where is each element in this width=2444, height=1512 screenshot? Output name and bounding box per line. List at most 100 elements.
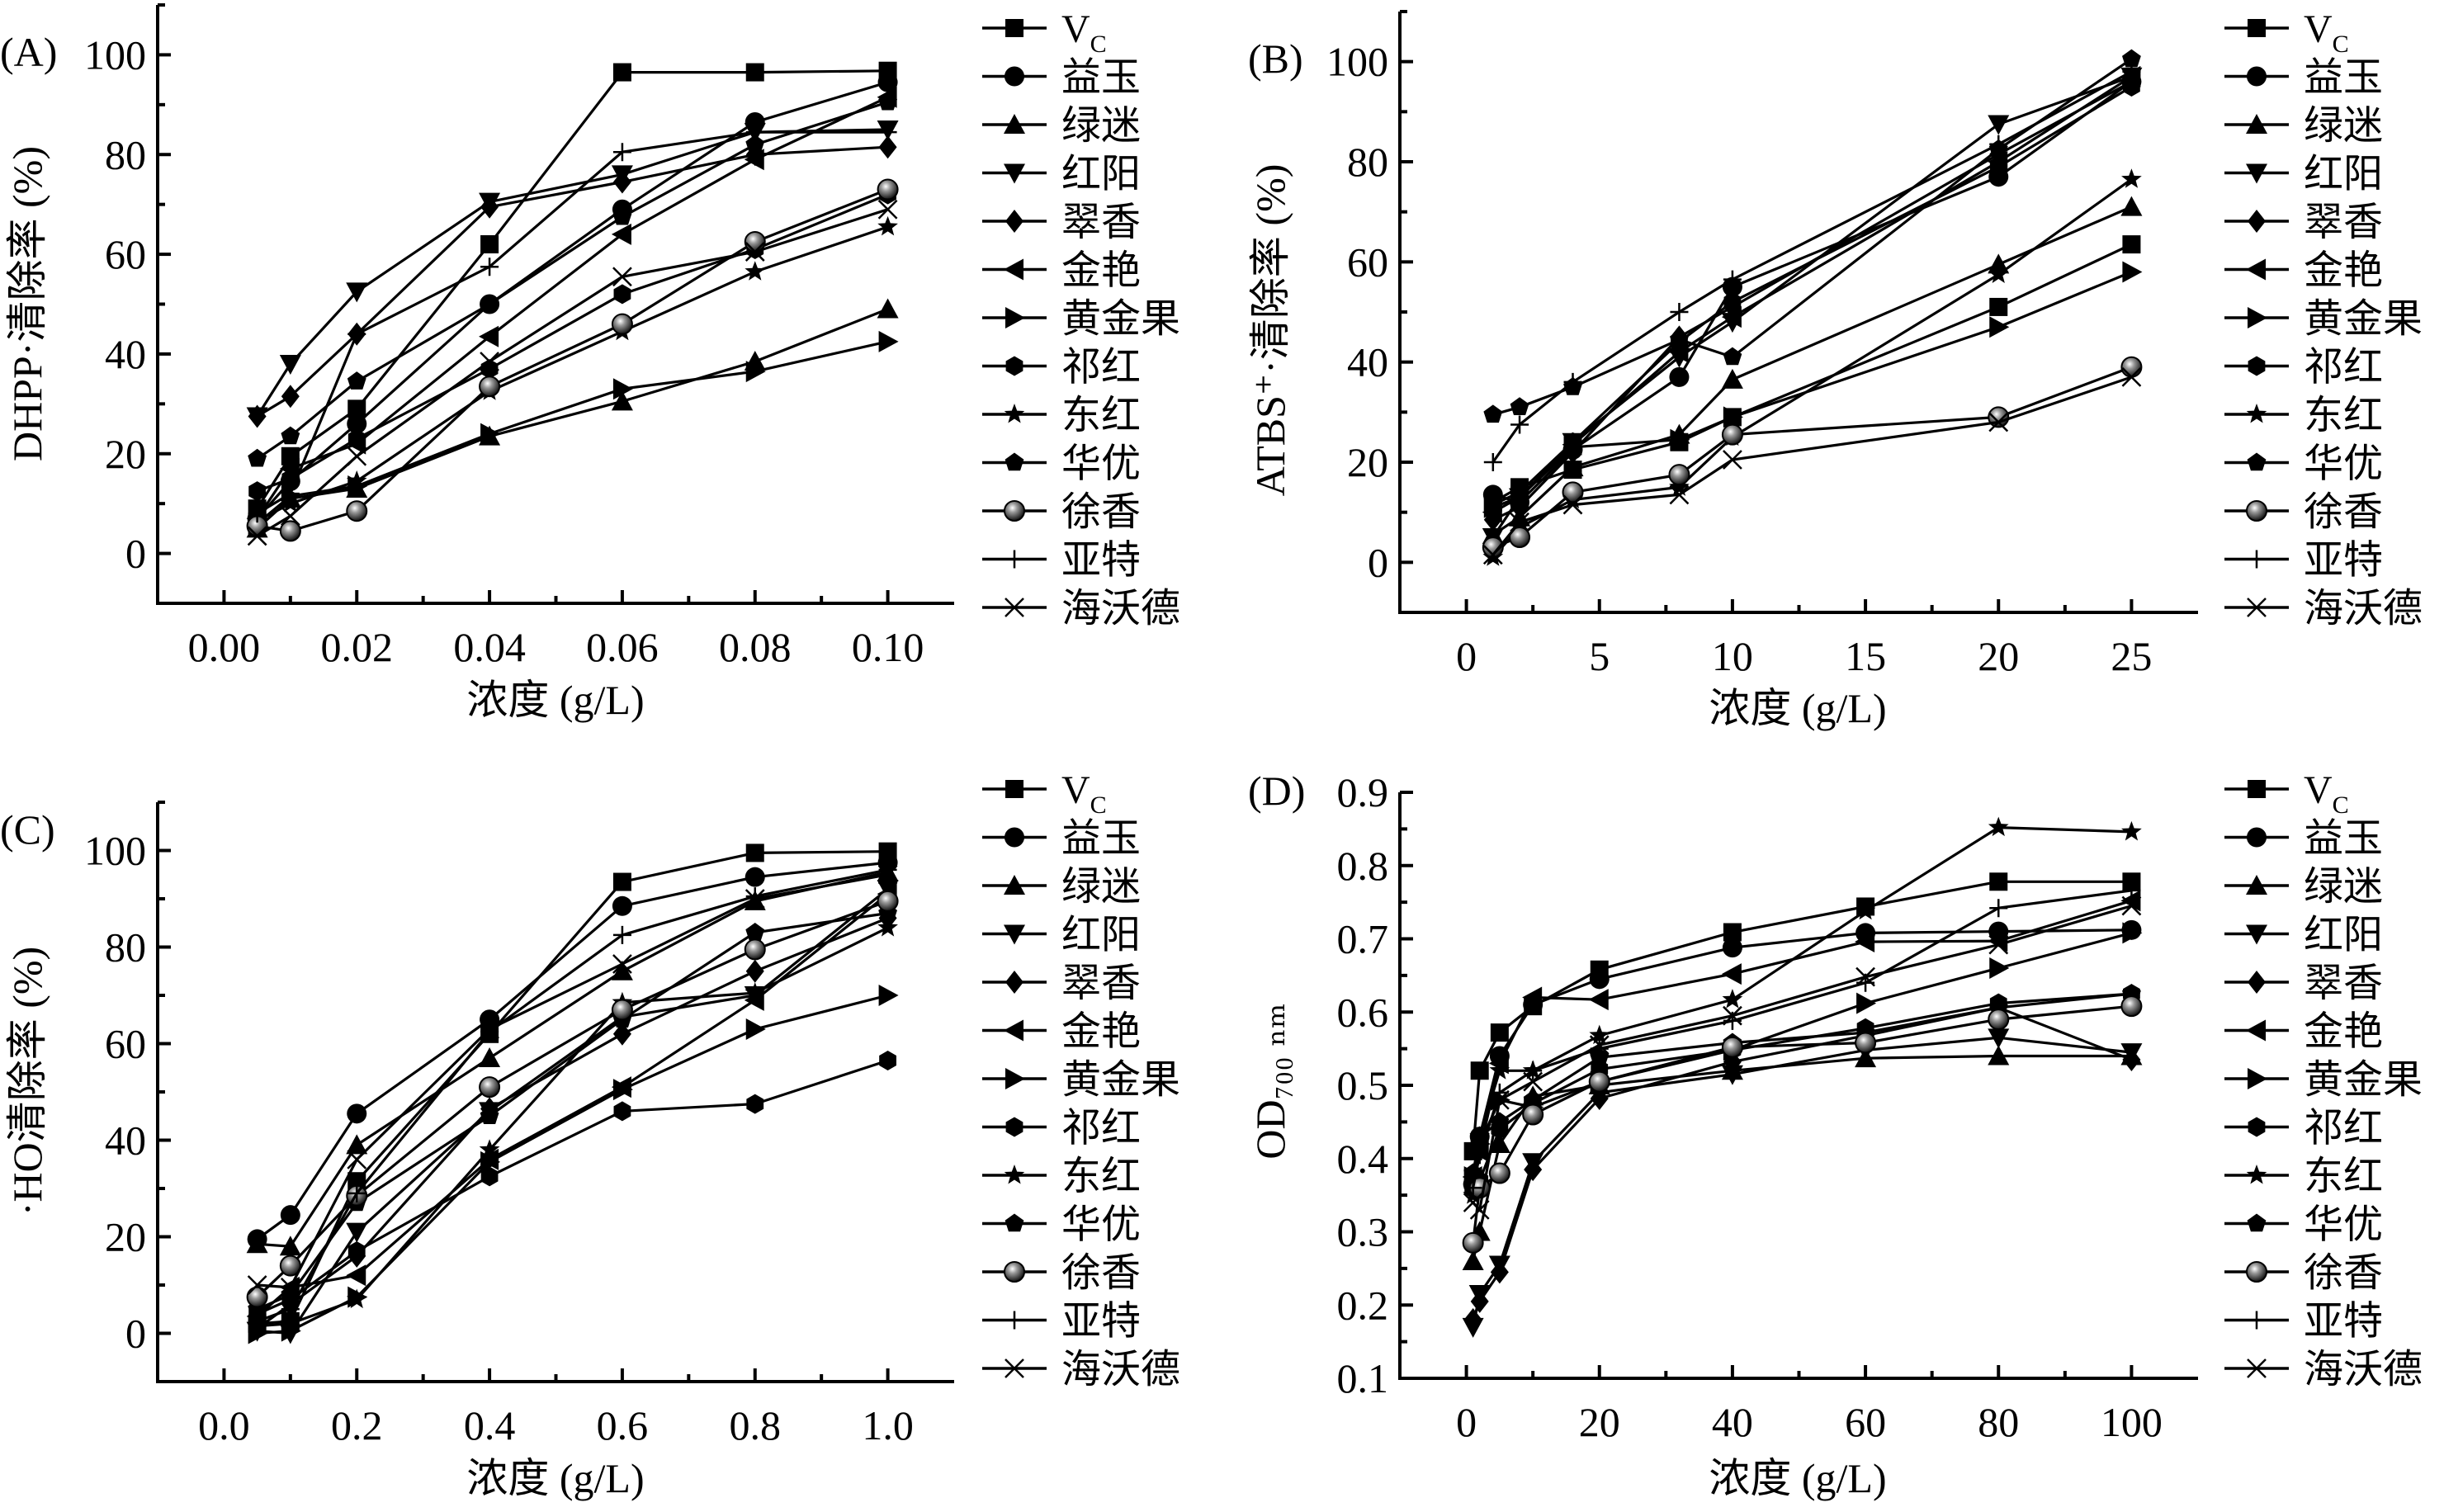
y-tick-label: 100 [84,828,146,874]
data-point [745,867,765,887]
data-point [1988,1028,2010,1049]
x-tick-label: 1.0 [862,1402,914,1448]
data-point [612,63,631,82]
data-point [1523,1089,1543,1108]
legend-item: 亚特 [2224,1300,2383,1344]
legend-label: 绿迷 [1061,865,1141,909]
data-point [1564,432,1581,452]
data-point [1722,938,1742,958]
series-10 [1482,356,2143,559]
legend-label: 翠香 [2304,962,2383,1005]
legend-label: 祁红 [1061,346,1141,390]
series-9 [1463,984,2141,1182]
series-9 [1483,49,2141,423]
data-point [1988,930,2008,952]
data-point [1489,1060,1510,1080]
legend-item: 亚特 [982,539,1141,583]
data-point [2122,1047,2141,1071]
data-point [2121,820,2142,841]
legend-label: 翠香 [1061,962,1141,1005]
data-point [248,448,267,467]
legend-label-sub: C [1090,791,1107,819]
y-tick-label: 20 [105,1214,146,1260]
legend-item: 祁红 [2224,1107,2383,1151]
data-point [279,520,301,542]
axes-frame [156,5,954,605]
data-point [1721,306,1742,328]
legend-marker [1005,971,1023,994]
y-tick-label: 80 [1347,139,1388,185]
legend-marker [1004,500,1025,522]
data-point [611,960,633,980]
data-point [612,378,633,400]
legend-item: 华优 [2224,1203,2383,1247]
legend-label: 益玉 [2304,56,2383,100]
legend-label: 徐香 [1061,1251,1141,1295]
data-point [2122,49,2141,68]
legend-label: VC [2304,768,2349,819]
legend-label: 海沃德 [1061,587,1180,631]
legend-item: 翠香 [2224,962,2383,1005]
legend-item: 亚特 [2224,539,2383,583]
x-tick-label: 0.04 [453,624,526,670]
series-8 [1463,816,2142,1204]
legend-item: 黄金果 [2224,1058,2423,1102]
x-tick-label: 5 [1589,633,1610,679]
data-point [248,1311,267,1330]
legend-label: 华优 [2304,442,2383,486]
data-point [745,63,764,82]
legend-marker [2246,875,2267,895]
data-point [1463,1308,1482,1331]
data-point [878,135,897,159]
data-point [1723,406,1743,428]
data-point [1989,297,2008,316]
data-point [247,526,267,546]
legend-item: 益玉 [982,56,1141,100]
data-point [246,1286,268,1308]
data-point [281,484,300,503]
series-0 [248,61,897,518]
data-point [280,1278,300,1297]
legend-item: 红阳 [982,914,1141,957]
data-point [1510,482,1529,503]
data-point [612,267,632,287]
series-11 [1483,62,2141,471]
data-point [877,864,898,885]
data-point [281,1284,300,1303]
data-point [1524,1061,1543,1080]
series-8 [1482,168,2142,566]
data-point [1989,872,2008,891]
x-tick-label: 60 [1845,1399,1886,1445]
data-point [347,413,367,434]
data-point [280,506,300,527]
data-point [347,399,366,418]
legend-label: 金艳 [2304,249,2383,293]
data-point [1988,115,2010,135]
data-point [1482,545,1503,565]
x-axis-title: 浓度 (g/L) [466,1455,644,1501]
data-point [1721,368,1743,389]
data-point [1509,527,1531,548]
series-6 [1483,261,2143,518]
legend-marker [1005,356,1023,376]
y-axis-title: ·HO清除率 (%) [4,947,50,1216]
y-tick-label: 0.3 [1337,1209,1389,1255]
data-point [1855,966,1875,987]
data-point [280,1312,301,1333]
legend-label: 金艳 [2304,1010,2383,1054]
legend-label-sub: C [2333,31,2349,58]
series-12 [1482,366,2142,565]
legend-label: 东红 [2304,394,2383,437]
x-tick-label: 100 [2101,1399,2163,1445]
y-tick-label: 40 [105,331,146,377]
data-point [1721,963,1742,985]
legend-marker [1005,827,1024,848]
legend-label-main: V [2304,7,2333,51]
x-tick-label: 0.0 [198,1402,250,1448]
legend-item: 金艳 [2224,1010,2383,1054]
legend-marker [2247,1358,2267,1378]
data-point [1723,291,1742,312]
data-point [611,390,633,411]
